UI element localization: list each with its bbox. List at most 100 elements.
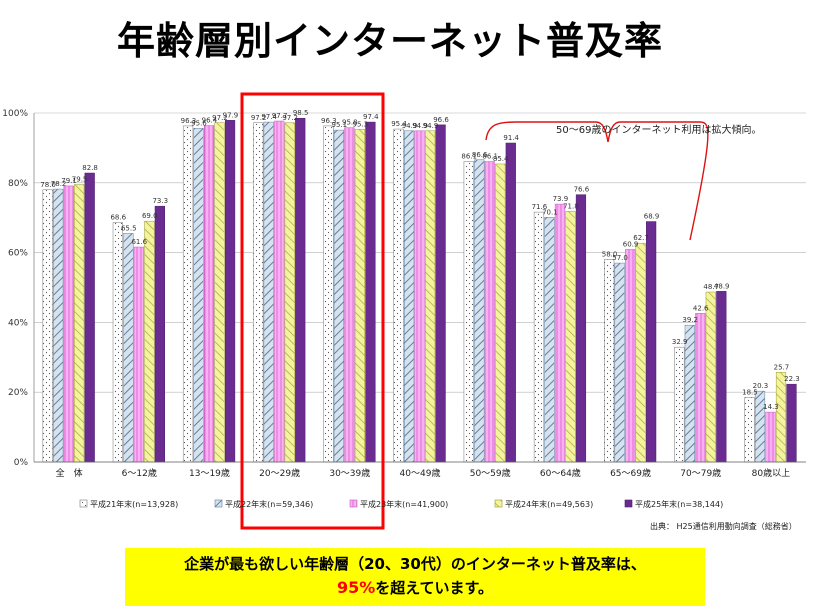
bar [625,249,636,463]
x-tick-label: 65～69歳 [610,467,651,479]
x-axis: 全 体 6～12歳 13～19歳 20～29歳 30～39歳 40～49歳 50～59歳 60… [34,461,806,479]
y-tick-label: 0% [14,458,29,468]
footer-banner: 企業が最も欲しい年齢層（20、30代）のインターネット普及率は、 95%を超えて… [125,548,705,606]
bar-value-label: 58.0 [602,251,618,259]
bar-value-label: 73.9 [553,195,569,203]
bar [754,390,766,463]
bar [182,125,194,463]
bar-value-label: 57.0 [612,254,628,262]
bar-value-label: 78.2 [51,180,67,188]
y-tick-label: 20% [8,388,28,398]
y-tick-label: 100% [2,109,28,119]
bar-value-label: 71.6 [532,203,548,211]
chart-bars [42,117,797,463]
bar-value-label: 73.3 [152,197,168,205]
bar-value-label: 94.9 [423,122,439,130]
bar [214,122,225,463]
bar [274,120,285,463]
bar [123,233,134,463]
bar [484,161,495,463]
bar-value-label: 97.2 [251,114,267,122]
bar-value-label: 69.0 [142,212,158,220]
value-labels: 78.078.279.179.5 82.8 68.6 65.5 61.6 69.0 73.3… [40,109,799,411]
highlight-box [240,92,385,530]
x-tick-label: 20～29歳 [259,467,300,479]
bar-value-label: 48.7 [703,283,719,291]
annotation-brace [485,121,709,241]
bar-value-label: 95.1 [332,121,348,129]
bar [495,163,506,463]
footer-highlight: 95% [336,578,376,597]
footer-line-2: 95%を超えています。 [125,576,705,600]
bar-value-label: 97.4 [261,113,277,121]
bar-value-label: 65.5 [121,224,137,232]
bar [674,346,685,463]
x-tick-label: 30～39歳 [329,467,370,479]
bar [344,127,355,463]
y-tick-label: 40% [8,318,28,328]
bar [435,124,446,463]
bar [474,159,485,463]
bar-value-label: 86.1 [461,153,477,161]
bar-value-label: 97.2 [212,114,228,122]
x-tick-label: 全 体 [56,467,83,479]
legend-label: 平成22年末(n=59,346) [225,499,313,509]
bar [505,142,516,463]
legend-swatch [624,499,633,508]
bar-value-label: 86.1 [482,153,498,161]
bar-value-label: 78.0 [40,181,56,189]
bar [775,372,787,463]
bar [635,242,646,463]
bar-value-label: 97.7 [272,112,288,120]
bar-value-label: 71.8 [563,202,579,210]
bar-value-label: 39.2 [682,316,698,324]
bar [425,130,436,463]
bar-value-label: 18.5 [742,388,758,396]
bar [716,291,727,463]
bar-value-label: 60.9 [623,240,639,248]
legend-swatch [349,499,358,508]
bar-value-label: 48.9 [714,282,730,290]
bar [224,120,236,463]
legend-swatch [79,499,88,508]
bar-value-label: 70.1 [542,208,558,216]
bar [323,125,334,463]
bar [84,172,95,463]
bar [463,161,474,463]
bar [544,217,555,463]
bar-value-label: 97.9 [223,111,239,119]
x-tick-label: 70～79歳 [680,467,721,479]
bar [765,411,776,463]
bar-value-label: 95.6 [191,119,207,127]
legend-swatch [494,499,503,508]
bar-value-label: 96.3 [181,117,197,125]
bar [295,117,306,463]
bar [604,259,615,463]
bar [565,211,576,463]
bar-value-label: 86.6 [472,151,488,159]
page-title: 年齢層別インターネット普及率 [116,19,663,63]
bar [53,188,64,463]
bar [554,203,566,463]
bar [533,211,545,463]
bar-value-label: 22.3 [784,375,800,383]
bar [695,313,706,463]
bar [646,221,657,463]
x-tick-label: 6～12歳 [122,467,157,479]
x-tick-label: 80歳以上 [752,467,790,479]
internet-usage-chart: 0% 20% 40% 60% 80% 100% 78.078.279.179.5 82.8 6… [2,92,806,531]
bar [42,189,53,463]
bar [354,129,366,463]
legend-label: 平成25年末(n=38,144) [635,499,723,509]
bar-value-label: 42.6 [693,304,709,312]
legend-label: 平成24年末(n=49,563) [505,499,593,509]
bar-value-label: 25.7 [774,363,790,371]
bar-value-label: 79.1 [61,177,77,185]
bar [203,125,215,463]
annotation-note: 50～69歳のインターネット利用は拡大傾向。 [556,123,761,136]
bar-value-label: 97.2 [282,114,298,122]
y-tick-label: 80% [8,179,28,189]
bar [404,130,415,463]
legend-label: 平成23年末(n=41,900) [360,499,448,509]
bar-value-label: 68.9 [644,213,660,221]
